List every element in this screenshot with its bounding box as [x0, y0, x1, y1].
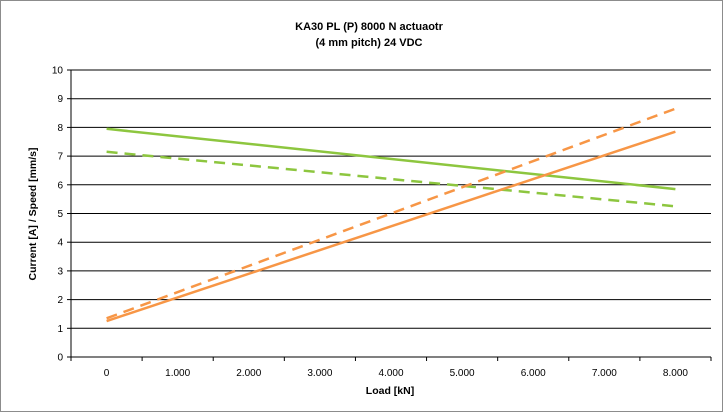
x-tick-label: 3.000 — [307, 368, 332, 379]
x-tick-label: 2.000 — [236, 368, 261, 379]
chart-title-line-2: (4 mm pitch) 24 VDC — [316, 37, 423, 49]
y-tick-label: 8 — [57, 123, 63, 134]
series-line-3 — [106, 130, 676, 323]
x-tick-label: 7.000 — [592, 368, 617, 379]
y-tick-label: 4 — [57, 238, 63, 249]
x-tick-label: 5.000 — [450, 368, 475, 379]
y-tick-label: 5 — [57, 209, 63, 220]
series-line-1 — [106, 127, 676, 191]
y-tick-label: 10 — [52, 66, 64, 77]
y-tick-labels: 0 1 2 3 4 5 6 7 8 9 10 — [52, 66, 64, 364]
y-tick-label: 9 — [57, 94, 63, 105]
y-tick-label: 1 — [57, 324, 63, 335]
series-line-2 — [106, 150, 676, 208]
y-axis-label: Current [A] / Speed [mm/s] — [27, 147, 39, 280]
y-tick-label: 6 — [57, 180, 63, 191]
y-tick-label: 7 — [57, 152, 63, 163]
x-tick-label: 1.000 — [165, 368, 190, 379]
series-lines — [106, 107, 676, 323]
y-tick-label: 0 — [57, 353, 63, 364]
x-axis-label: Load [kN] — [366, 385, 414, 397]
x-tick-labels: 0 1.000 2.000 3.000 4.000 5.000 6.000 7.000 8.00… — [104, 368, 689, 379]
gridlines — [71, 69, 711, 329]
axes — [67, 69, 712, 361]
x-tick-label: 8.000 — [663, 368, 688, 379]
x-tick-label: 4.000 — [378, 368, 403, 379]
chart-title-line-1: KA30 PL (P) 8000 N actuaotr — [295, 21, 443, 33]
series-line-4 — [106, 107, 676, 320]
y-tick-label: 3 — [57, 266, 63, 277]
x-tick-label: 0 — [104, 368, 110, 379]
x-tick-label: 6.000 — [521, 368, 546, 379]
y-tick-label: 2 — [57, 295, 63, 306]
